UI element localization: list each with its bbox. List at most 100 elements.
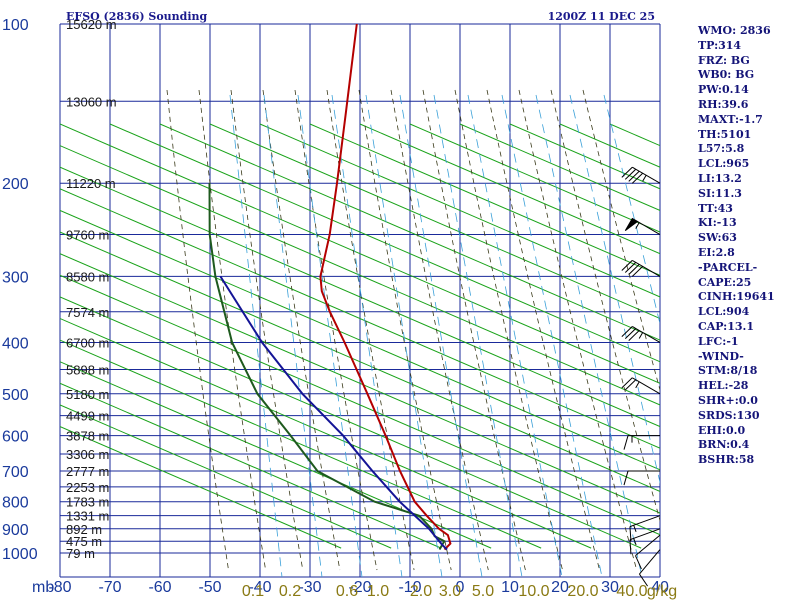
mixing-ratio-label: 2.0 [410,583,432,600]
dry-adiabat [309,123,660,276]
index-item: TH:5101 [698,127,752,141]
index-item: L57:5.8 [698,142,745,156]
barb-flag [631,266,644,277]
temp-tick-label: -80 [48,579,71,596]
temp-tick-label: -60 [148,579,171,596]
height-label: 475 m [66,534,102,549]
temp-tick-label: 30 [601,579,619,596]
temp-tick-label: 40 [651,579,669,596]
barb-flag [639,573,648,587]
pressure-tick-label: 400 [2,335,29,352]
barb-flag [621,260,633,271]
index-item: CAPE:25 [698,275,752,289]
pressure-tick-label: 800 [2,495,29,512]
dry-adiabat [60,188,660,449]
barb-staff [635,534,661,557]
dry-adiabat [209,123,660,320]
mixing-ratio-label: 0.6 [336,583,358,600]
barb-flag [624,379,637,391]
wind-barb [623,435,660,450]
dry-adiabat [60,231,660,492]
temp-tick-label: -50 [198,579,221,596]
barb-staff [632,326,661,343]
barb-flag [629,539,632,555]
barb-flag [623,470,629,486]
index-item: KI:-13 [698,216,737,230]
index-item: BSHR:58 [698,453,755,467]
moist-adiabat [294,89,378,571]
barb-flag [635,555,642,570]
dry-adiabat [359,123,660,255]
index-item: RH:39.6 [698,97,749,111]
dry-adiabat [60,209,660,471]
pressure-tick-label: 200 [2,176,29,193]
mixing-ratio-label: 0.1 [242,583,264,600]
index-item: WB0: BG [698,68,755,82]
height-label: 7574 m [66,305,109,320]
height-label: 13060 m [66,94,117,109]
barb-flag [628,330,640,341]
temp-tick-label: -70 [98,579,121,596]
index-item: LCL:965 [698,157,750,171]
dry-adiabat [60,123,660,384]
index-item: SRDS:130 [698,408,760,422]
barb-half-flag [633,525,637,532]
pressure-tick-label: 500 [2,387,29,404]
barb-staff [629,515,661,528]
dry-adiabat [259,123,660,298]
mixing-ratio-line [501,94,603,577]
x-unit-label: mb [32,579,54,596]
height-label: 4499 m [66,409,109,424]
height-label: 8580 m [66,269,109,284]
index-item: SW:63 [698,231,737,245]
mixing-ratio-label: 40.0 [616,583,647,600]
index-item: STM:8/18 [698,364,758,378]
moist-adiabat [550,89,660,523]
index-item: FRZ: BG [698,53,750,67]
dry-adiabat [60,426,342,549]
height-label: 9760 m [66,228,109,243]
barb-staff [632,377,661,395]
mixing-ratio-line [365,94,443,577]
wind-barb [621,259,661,277]
moist-adiabat [422,89,526,571]
barb-flag [621,166,633,178]
barb-flag [631,172,644,184]
index-item: TT:43 [698,201,733,215]
height-label: 3878 m [66,429,109,444]
mixing-ratio-line [263,94,323,577]
height-label: 79 m [66,546,95,561]
barb-staff [629,528,661,541]
index-item: EHI:0.0 [698,423,746,437]
mixing-ratio-line [297,94,363,577]
moist-adiabat [486,89,600,571]
mixing-ratio-line [535,94,643,577]
index-item: EI:2.8 [698,245,735,259]
index-item: CAP:13.1 [698,319,755,333]
wind-barb [629,515,661,542]
barb-flag [624,262,637,273]
barb-half-flag [633,538,637,546]
wind-barb [629,528,661,555]
index-item: LCL:904 [698,305,750,319]
mixing-ratio-line [467,94,563,577]
barb-staff [632,259,661,277]
height-label: 892 m [66,522,102,537]
height-label: 3306 m [66,447,109,462]
height-label: 5180 m [66,387,109,402]
barb-flag [629,526,632,542]
dry-adiabat [60,274,660,536]
chart-valid-time: 1200Z 11 DEC 25 [548,10,655,23]
wind-barbs [621,166,661,587]
barb-flag [624,328,637,339]
pressure-tick-label: 1000 [2,546,38,563]
wind-barb [621,166,661,184]
barb-flag [628,264,640,275]
pressure-tick-label: 300 [2,269,29,286]
mixing-ratio-line [399,94,483,577]
temp-tick-label: -30 [298,579,321,596]
moist-adiabat [326,89,415,571]
temp-tick-label: -40 [248,579,271,596]
dry-adiabat [60,382,442,549]
